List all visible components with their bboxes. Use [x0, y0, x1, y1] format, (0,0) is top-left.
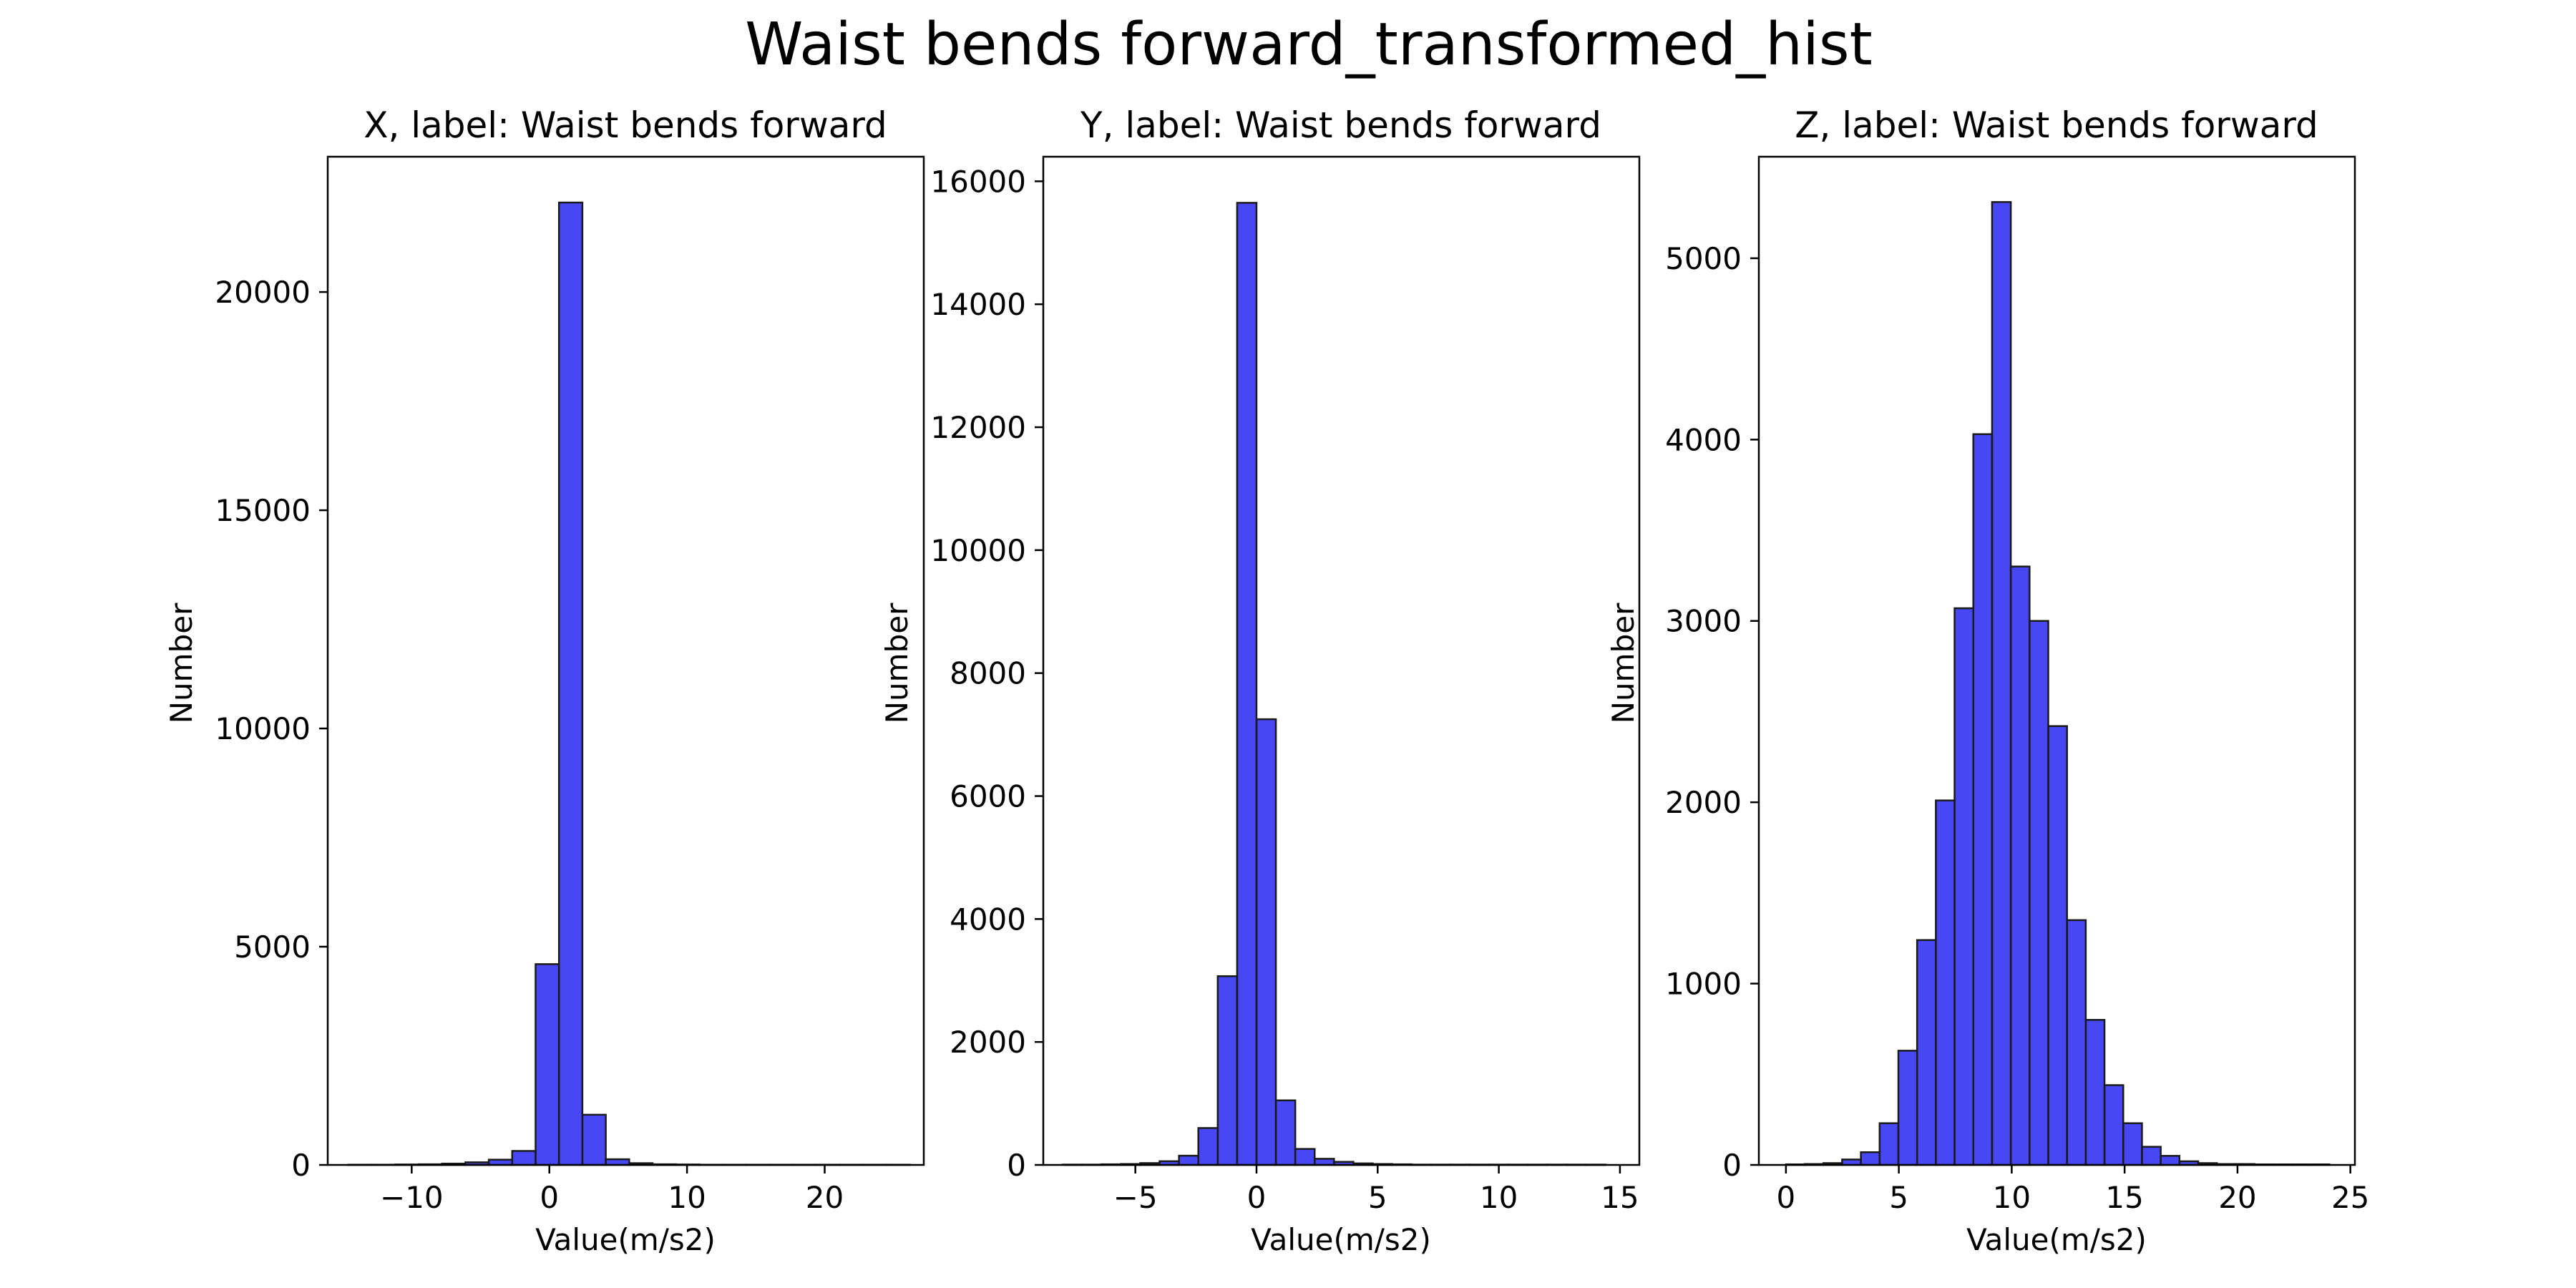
figure-title: Waist bends forward_transformed_hist [745, 11, 1873, 79]
panel-z-bar-9 [1953, 607, 1975, 1166]
panel-x-ytick-label-0: 0 [291, 1148, 311, 1183]
panel-z-xtick-label-3: 15 [2105, 1180, 2143, 1215]
panel-x-ytick-label-1: 5000 [234, 930, 311, 965]
panel-z-bar-5 [1878, 1122, 1900, 1166]
panel-z-bar-12 [2009, 565, 2031, 1166]
panel-x-xtick-label-0: −10 [380, 1180, 444, 1215]
panel-z-bar-7 [1916, 939, 1937, 1166]
panel-z-bar-15 [2066, 919, 2087, 1166]
panel-z-ytick-label-5: 5000 [1665, 241, 1742, 276]
panel-y-ytick-label-7: 14000 [930, 287, 1026, 322]
panel-y-frame [1042, 155, 1641, 1166]
panel-y-yticks: 0 2000 4000 6000 8000 10000 12000 14000 16000 [930, 164, 1043, 1183]
panel-y-title: Y, label: Waist bends forward [1080, 104, 1601, 146]
panel-y-bar-12 [1294, 1148, 1316, 1166]
panel-z-bar-13 [2029, 620, 2049, 1166]
panel-y-xlabel: Value(m/s2) [1251, 1222, 1431, 1257]
panel-y-xtick-label-2: 5 [1368, 1180, 1387, 1215]
panel-z-bar-8 [1935, 799, 1956, 1166]
panel-x-bar-9 [557, 201, 584, 1166]
panel-z-bar-4 [1860, 1151, 1881, 1166]
panel-z-xtick-label-4: 20 [2218, 1180, 2256, 1215]
panel-x-ylabel: Number [164, 602, 199, 723]
panel-y-xtick-label-1: 0 [1247, 1180, 1267, 1215]
panel-x-xtick-label-1: 0 [540, 1180, 559, 1215]
panel-z-ytick-label-4: 4000 [1665, 422, 1742, 457]
panel-x-ytick-label-2: 10000 [215, 711, 311, 746]
panel-y-ytick-label-2: 4000 [950, 902, 1026, 937]
panel-z-bar-19 [2141, 1146, 2162, 1166]
panel-z-title: Z, label: Waist bends forward [1795, 104, 2318, 146]
panel-y-xticks: −5 0 5 10 15 [1113, 1165, 1639, 1215]
panel-y-bar-11 [1274, 1099, 1297, 1166]
panel-y-bar-13 [1314, 1158, 1335, 1166]
panel-y-ytick-label-5: 10000 [930, 533, 1026, 568]
panel-x-bar-10 [581, 1113, 607, 1166]
panel-y: Y, label: Waist bends forward −5 0 5 10 15 0… [879, 104, 1641, 1257]
panel-y-ytick-label-1: 2000 [950, 1025, 1026, 1060]
panel-z-xtick-label-5: 25 [2331, 1180, 2369, 1215]
panel-z-ylabel: Number [1606, 602, 1641, 723]
panel-z-bar-17 [2103, 1084, 2124, 1166]
panel-z-ytick-label-3: 3000 [1665, 604, 1742, 639]
panel-z-bar-18 [2122, 1122, 2143, 1166]
panel-x-frame [326, 155, 925, 1166]
panel-y-ylabel: Number [879, 602, 914, 723]
panel-x-xticks: −10 0 10 20 [380, 1165, 844, 1215]
panel-y-ytick-label-6: 12000 [930, 410, 1026, 445]
panel-y-bar-8 [1216, 975, 1239, 1166]
panel-y-xtick-label-4: 15 [1601, 1180, 1639, 1215]
panel-x-bar-7 [511, 1150, 537, 1166]
panel-y-bar-7 [1197, 1127, 1219, 1166]
panel-x-xtick-label-3: 20 [806, 1180, 844, 1215]
panel-z: Z, label: Waist bends forward 0 5 10 15 20 25… [1606, 104, 2369, 1257]
panel-z-bar-16 [2084, 1019, 2106, 1166]
panel-z-xtick-label-2: 10 [1993, 1180, 2031, 1215]
panel-y-bar-6 [1178, 1154, 1199, 1166]
panel-y-ytick-label-0: 0 [1007, 1148, 1026, 1183]
panel-x-ytick-label-4: 20000 [215, 275, 311, 310]
panel-z-xtick-label-1: 5 [1889, 1180, 1908, 1215]
panel-z-bar-6 [1897, 1050, 1918, 1166]
panel-y-xtick-label-0: −5 [1113, 1180, 1158, 1215]
panel-y-bar-9 [1236, 202, 1258, 1166]
panel-z-xtick-label-0: 0 [1776, 1180, 1795, 1215]
panel-x-yticks: 0 5000 10000 15000 20000 [215, 275, 328, 1183]
panel-z-yticks: 0 1000 2000 3000 4000 5000 [1665, 241, 1759, 1183]
panel-z-xticks: 0 5 10 15 20 25 [1776, 1165, 2369, 1215]
panel-z-bar-20 [2160, 1155, 2181, 1166]
panel-y-xtick-label-3: 10 [1480, 1180, 1518, 1215]
panel-x: X, label: Waist bends forward −10 0 10 20 0… [164, 104, 925, 1257]
panel-x-title: X, label: Waist bends forward [364, 104, 887, 146]
panel-z-ytick-label-1: 1000 [1665, 967, 1742, 1002]
panel-y-ytick-label-3: 6000 [950, 779, 1026, 814]
panel-x-xtick-label-2: 10 [668, 1180, 706, 1215]
panel-z-ytick-label-2: 2000 [1665, 785, 1742, 820]
panel-y-ytick-label-4: 8000 [950, 656, 1026, 691]
panel-z-bar-11 [1991, 201, 2012, 1166]
panel-x-ytick-label-3: 15000 [215, 493, 311, 528]
panel-z-bar-10 [1972, 433, 1994, 1166]
panel-y-bar-10 [1255, 718, 1277, 1166]
panel-x-xlabel: Value(m/s2) [535, 1222, 716, 1257]
panel-z-xlabel: Value(m/s2) [1966, 1222, 2147, 1257]
panel-z-bars [1785, 201, 2331, 1166]
panel-y-ytick-label-8: 16000 [930, 164, 1026, 199]
panel-z-bar-14 [2047, 725, 2068, 1166]
panel-x-bar-8 [535, 963, 560, 1166]
panel-z-ytick-label-0: 0 [1722, 1148, 1742, 1183]
panel-z-frame [1757, 155, 2356, 1166]
